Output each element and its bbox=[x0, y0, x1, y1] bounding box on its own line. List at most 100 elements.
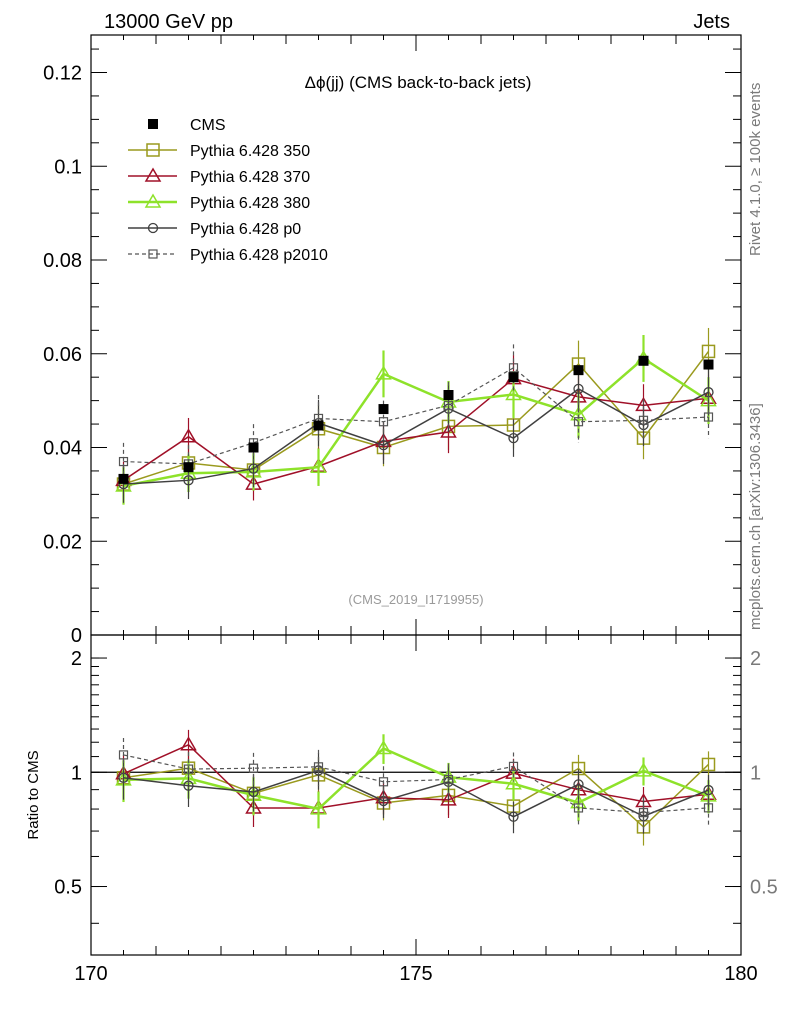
data-point bbox=[375, 739, 392, 755]
series-line bbox=[123, 350, 710, 485]
plot-title: Δϕ(jj) (CMS back-to-back jets) bbox=[305, 73, 532, 92]
data-point bbox=[118, 456, 129, 467]
data-point bbox=[440, 791, 457, 806]
data-point bbox=[703, 803, 714, 813]
header-left: 13000 GeV pp bbox=[104, 11, 233, 33]
series-line bbox=[123, 746, 709, 811]
cms-data-point bbox=[508, 372, 519, 383]
series-pythia-6-428-p0 bbox=[118, 365, 714, 503]
legend-marker bbox=[148, 249, 158, 259]
data-point bbox=[505, 775, 522, 790]
legend-item-cms: CMS bbox=[148, 117, 226, 134]
legend-item-pythia-6-428-p0: Pythia 6.428 p0 bbox=[128, 221, 301, 238]
data-point bbox=[248, 786, 259, 798]
data-point bbox=[183, 764, 194, 774]
cms-data-point bbox=[573, 365, 584, 376]
data-point bbox=[508, 363, 519, 373]
ratio-y-tick-label: 1 bbox=[71, 762, 82, 784]
cms-data-point bbox=[313, 420, 324, 431]
data-point bbox=[701, 344, 716, 359]
legend-marker bbox=[144, 167, 162, 182]
ratio-y-tick-label: 0.5 bbox=[54, 877, 82, 899]
y-tick-label: 0.12 bbox=[43, 63, 82, 85]
legend: CMS Pythia 6.428 350 Pythia 6.428 370 Pythi… bbox=[128, 117, 328, 264]
legend-item-pythia-6-428-350: Pythia 6.428 350 bbox=[128, 143, 310, 160]
series-line bbox=[123, 356, 710, 488]
legend-marker bbox=[144, 193, 162, 208]
series-line bbox=[123, 388, 709, 485]
data-point bbox=[180, 736, 197, 751]
data-point bbox=[703, 412, 714, 422]
ratio-y-tick-label-right: 0.5 bbox=[750, 877, 778, 899]
data-point bbox=[375, 365, 392, 380]
y-tick-label: 0.08 bbox=[43, 250, 82, 272]
cms-data-point bbox=[443, 390, 454, 400]
ratio-y-tick-label: 2 bbox=[71, 648, 82, 670]
series-line bbox=[123, 754, 709, 814]
data-point bbox=[638, 808, 649, 818]
x-tick-label: 180 bbox=[724, 963, 757, 985]
analysis-watermark: (CMS_2019_I1719955) bbox=[348, 592, 483, 607]
legend-item-pythia-6-428-p2010: Pythia 6.428 p2010 bbox=[128, 247, 328, 264]
series-pythia-6-428-370 bbox=[115, 355, 717, 501]
data-point bbox=[508, 432, 519, 444]
ratio-series-layer bbox=[115, 729, 717, 846]
y-tick-label: 0 bbox=[71, 625, 82, 647]
ratio-ylabel: Ratio to CMS bbox=[25, 750, 42, 839]
series-line bbox=[123, 763, 710, 828]
legend-marker bbox=[147, 222, 159, 234]
data-point bbox=[570, 406, 587, 421]
series-line bbox=[123, 367, 709, 465]
cms-data-point bbox=[183, 462, 194, 473]
mcplots-label: mcplots.cern.ch [arXiv:1306.3436] bbox=[747, 403, 764, 630]
legend-label: Pythia 6.428 p0 bbox=[190, 221, 301, 238]
data-point bbox=[378, 417, 389, 427]
data-point bbox=[508, 811, 519, 822]
data-point bbox=[378, 777, 389, 787]
axis-ticks bbox=[90, 35, 742, 955]
data-point bbox=[573, 803, 584, 813]
data-point bbox=[573, 417, 584, 427]
data-point bbox=[573, 383, 584, 395]
x-tick-label: 170 bbox=[74, 963, 107, 985]
data-point bbox=[508, 761, 519, 771]
legend-marker bbox=[148, 119, 158, 129]
series-cms bbox=[118, 355, 714, 484]
data-point bbox=[310, 458, 327, 473]
cms-data-point bbox=[378, 404, 389, 415]
series-pythia-6-428-p2010 bbox=[118, 344, 714, 483]
y-tick-label: 0.04 bbox=[43, 438, 82, 460]
data-point bbox=[118, 750, 129, 760]
y-tick-label: 0.06 bbox=[43, 344, 82, 366]
ratio-y-tick-label-right: 1 bbox=[750, 762, 761, 784]
data-point bbox=[573, 779, 584, 790]
rivet-label: Rivet 4.1.0, ≥ 100k events bbox=[747, 83, 764, 256]
data-point bbox=[635, 762, 652, 777]
legend-marker bbox=[146, 143, 160, 157]
main-series-layer bbox=[115, 327, 717, 505]
y-tick-label: 0.02 bbox=[43, 531, 82, 553]
series-line bbox=[123, 743, 709, 809]
data-point bbox=[440, 423, 457, 438]
data-point bbox=[443, 774, 454, 785]
series-pythia-6-428-p2010 bbox=[118, 737, 714, 830]
series-line bbox=[123, 769, 709, 818]
data-point bbox=[378, 440, 389, 451]
series-line bbox=[123, 377, 709, 485]
tick-labels: 170 175 180 0 0.02 0.04 0.06 0.08 0.1 0.12 0.5 0.5 1… bbox=[43, 63, 778, 986]
legend-label: Pythia 6.428 350 bbox=[190, 143, 310, 160]
data-point bbox=[310, 800, 327, 815]
legend-label: Pythia 6.428 p2010 bbox=[190, 247, 328, 264]
cms-data-point bbox=[118, 473, 129, 484]
cms-data-point bbox=[248, 442, 259, 453]
data-point bbox=[505, 386, 522, 401]
data-point bbox=[443, 400, 454, 410]
series-pythia-6-428-380 bbox=[115, 734, 717, 829]
legend-label: Pythia 6.428 370 bbox=[190, 169, 310, 186]
data-point bbox=[248, 463, 259, 474]
data-point bbox=[180, 428, 197, 443]
legend-label: CMS bbox=[190, 117, 226, 134]
data-point bbox=[248, 763, 259, 773]
series-pythia-6-428-380 bbox=[115, 335, 717, 505]
